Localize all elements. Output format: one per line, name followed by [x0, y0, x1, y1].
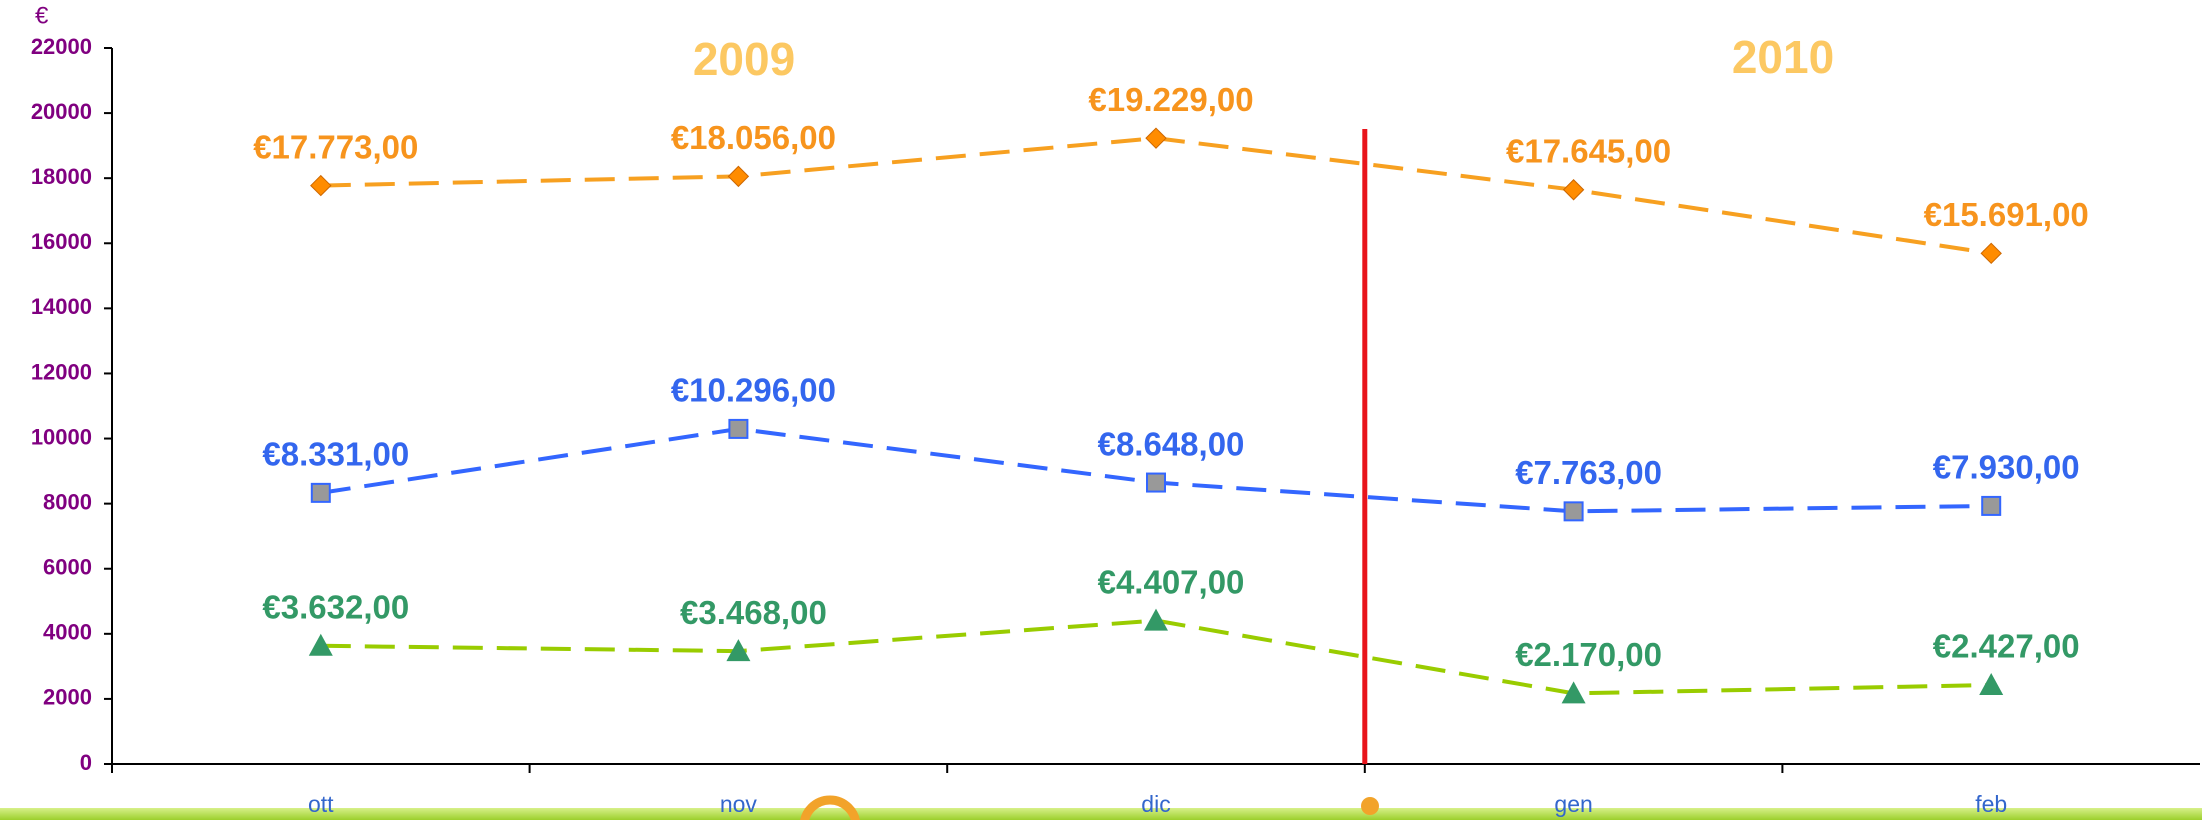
marker: [308, 633, 333, 656]
y-tick-label: 22000: [31, 34, 92, 59]
marker: [1144, 608, 1168, 631]
marker: [1561, 681, 1586, 704]
marker: [727, 165, 750, 188]
marker: [726, 639, 751, 662]
footer-band: [0, 808, 2202, 820]
y-axis-unit: €: [35, 2, 49, 29]
y-tick-label: 8000: [43, 489, 92, 514]
y-tick-label: 12000: [31, 359, 92, 384]
data-label: €17.773,00: [253, 128, 418, 165]
x-tick-label: feb: [1975, 791, 2007, 817]
y-tick-label: 2000: [43, 685, 92, 710]
data-label: €4.407,00: [1098, 563, 1245, 600]
marker: [1562, 179, 1585, 201]
series-line: [320, 136, 1992, 256]
marker: [310, 482, 331, 503]
x-tick-label: dic: [1141, 791, 1170, 817]
data-label: €3.632,00: [262, 589, 409, 626]
year-annotation: 2009: [693, 33, 795, 85]
logo-fragment: [1361, 797, 1379, 815]
data-label: €15.691,00: [1924, 196, 2089, 233]
marker: [1981, 495, 2002, 516]
data-label: €10.296,00: [671, 372, 836, 409]
data-label: €19.229,00: [1088, 81, 1253, 118]
y-tick-label: 10000: [31, 424, 92, 449]
y-tick-label: 6000: [43, 555, 92, 580]
marker: [1563, 501, 1584, 522]
data-label: €2.170,00: [1515, 636, 1662, 673]
y-tick-label: 16000: [31, 229, 92, 254]
logo-fragment: [800, 795, 860, 820]
data-label: €7.930,00: [1933, 449, 2080, 486]
y-tick-label: 14000: [31, 294, 92, 319]
y-tick-label: 0: [80, 750, 92, 775]
x-tick-label: ott: [308, 791, 334, 817]
marker: [1146, 472, 1166, 493]
marker: [728, 418, 749, 439]
data-label: €17.645,00: [1506, 132, 1671, 169]
x-tick-label: nov: [720, 791, 758, 817]
marker: [1979, 673, 2004, 696]
year-annotation: 2010: [1732, 31, 1834, 83]
data-label: €8.331,00: [262, 436, 409, 473]
marker: [1145, 127, 1167, 149]
y-tick-label: 18000: [31, 164, 92, 189]
x-tick-label: gen: [1554, 791, 1592, 817]
data-label: €2.427,00: [1933, 628, 2080, 665]
marker: [1980, 242, 2002, 265]
marker: [310, 174, 332, 197]
series-line: [320, 618, 1992, 696]
y-tick-label: 4000: [43, 620, 92, 645]
y-tick-label: 20000: [31, 99, 92, 124]
data-label: €18.056,00: [671, 119, 836, 156]
data-label: €8.648,00: [1098, 425, 1245, 462]
data-label: €7.763,00: [1515, 454, 1662, 491]
data-label: €3.468,00: [680, 594, 827, 631]
